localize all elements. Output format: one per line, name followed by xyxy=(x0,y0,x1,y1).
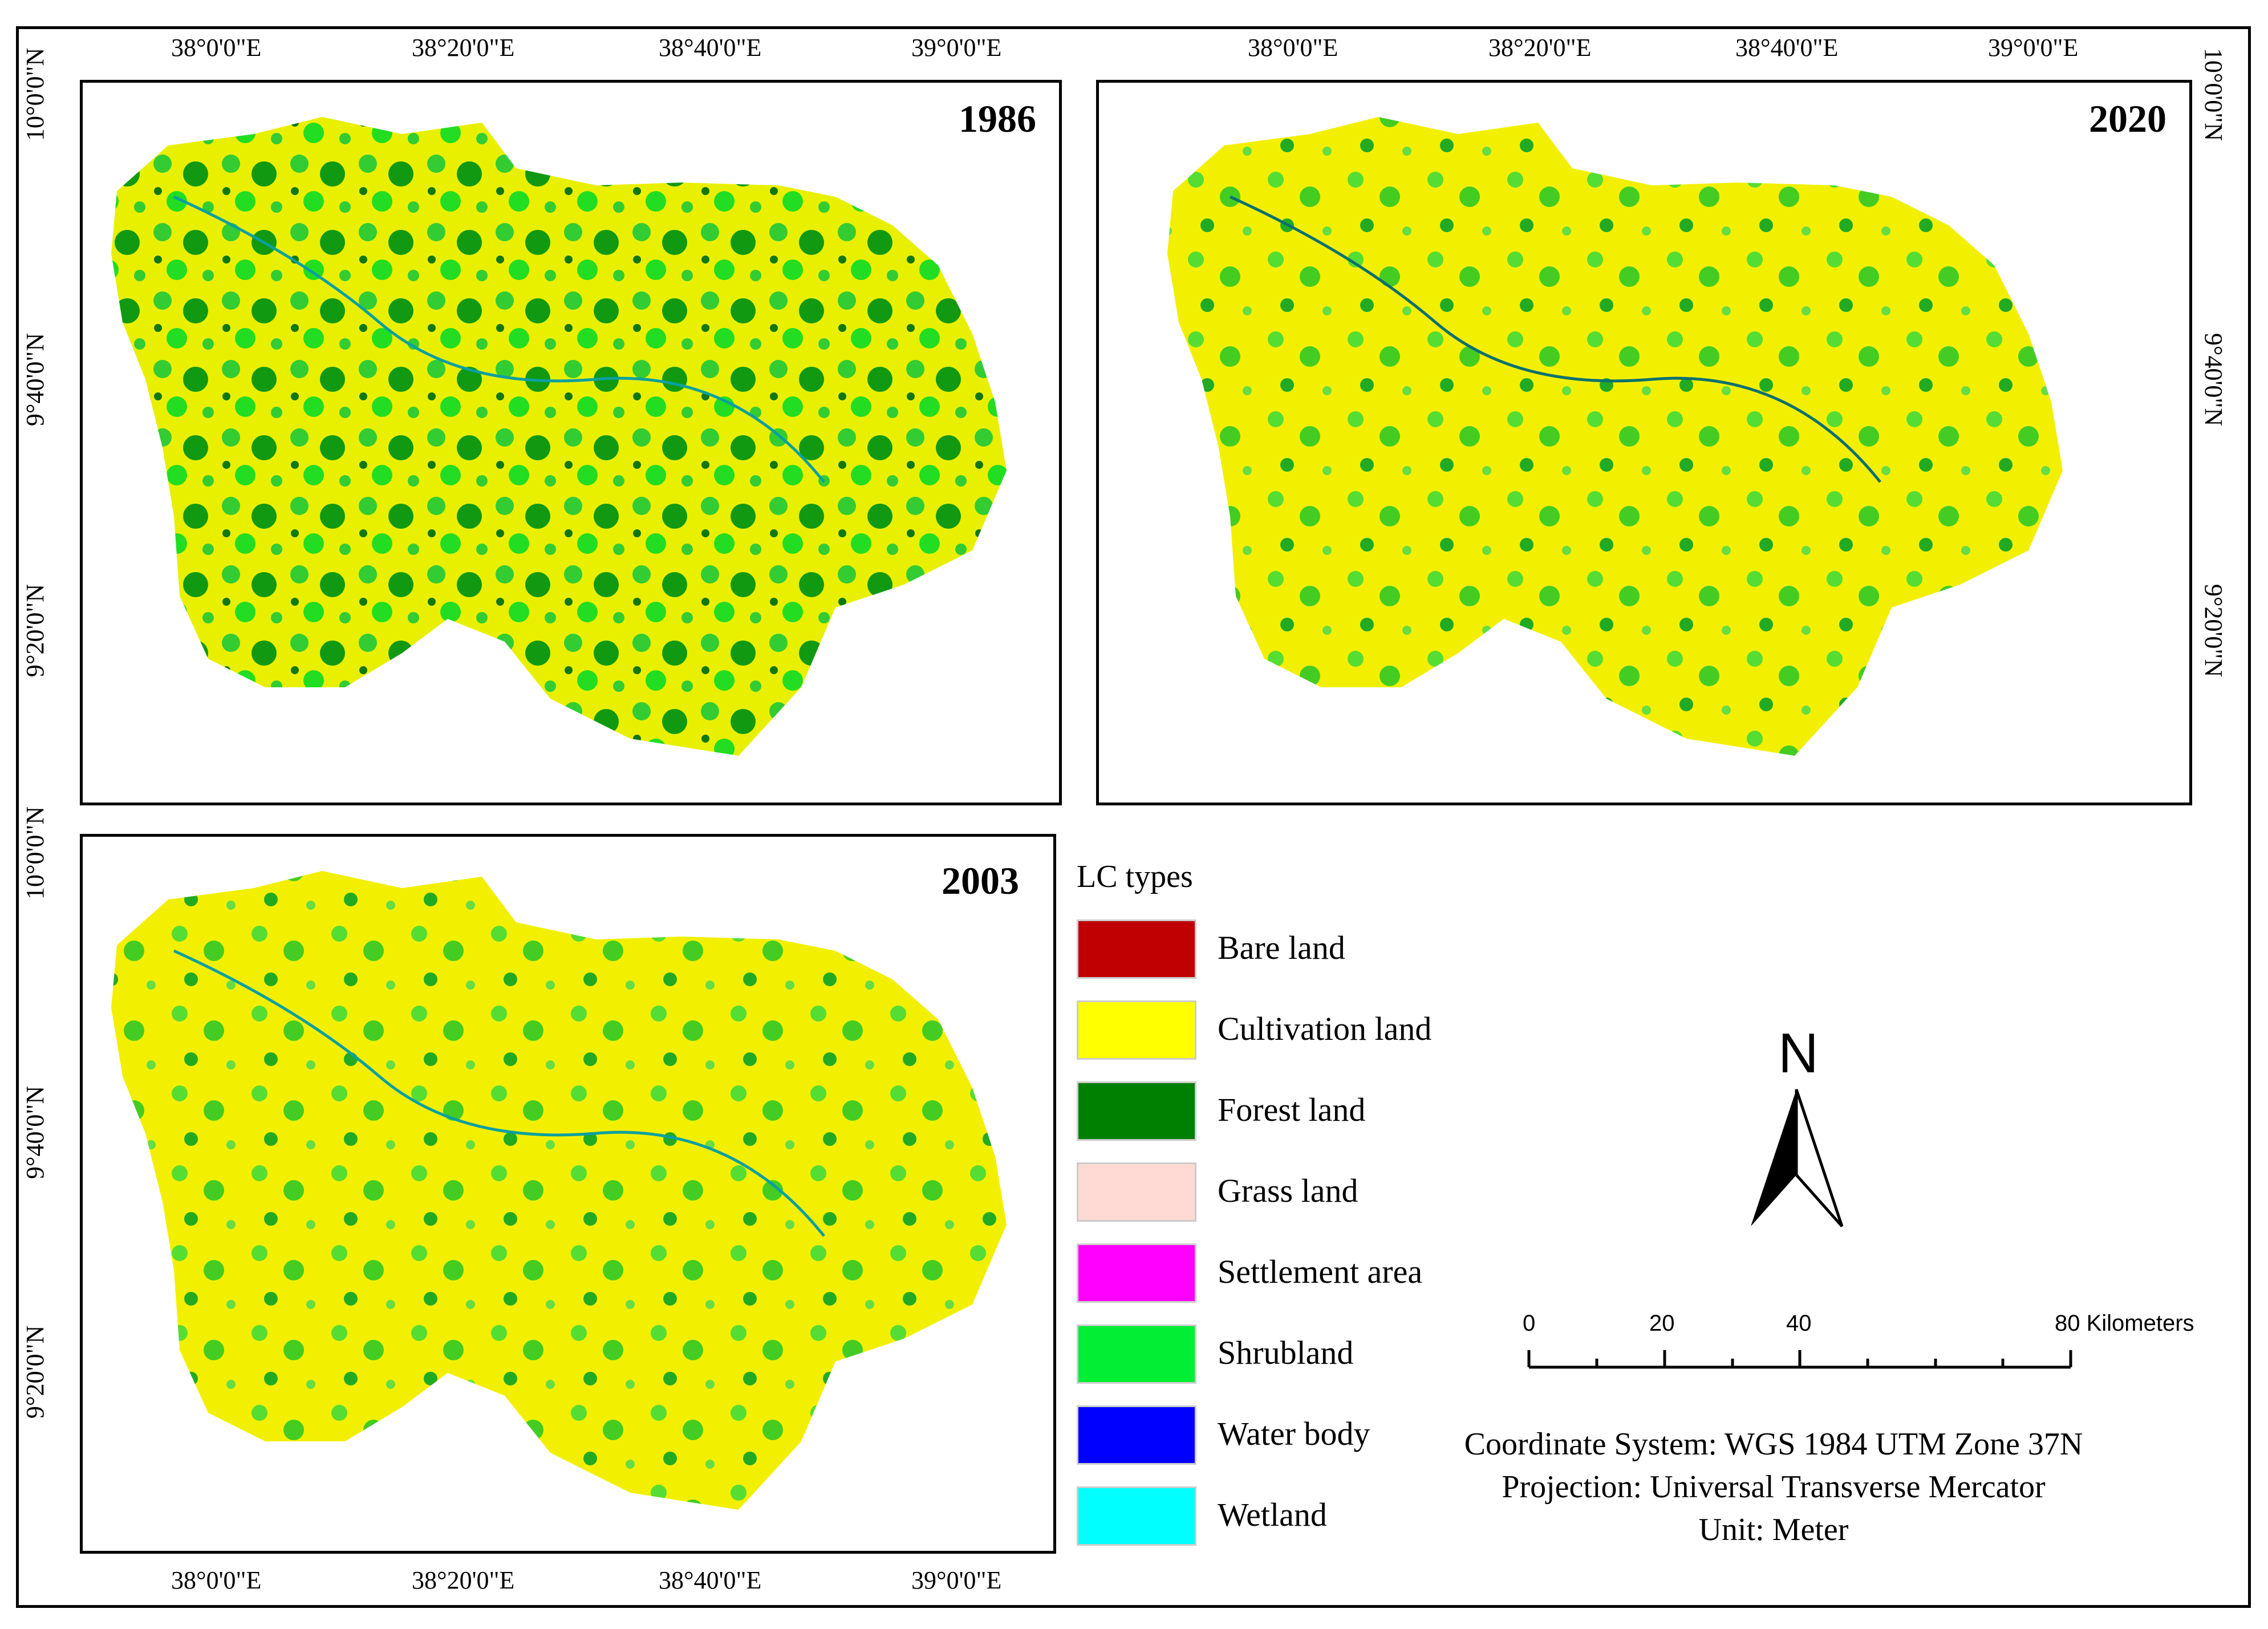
lat-label-right: 10°0'0"N xyxy=(2200,47,2228,141)
legend-item: Cultivation land xyxy=(1077,1000,1533,1060)
lat-label-left: 9°40'0"N xyxy=(21,333,50,427)
lon-label-top: 38°0'0"E xyxy=(171,34,262,62)
north-arrow-icon xyxy=(1751,1089,1844,1227)
legend-label: Bare land xyxy=(1218,929,1345,966)
legend-swatch xyxy=(1077,1081,1196,1141)
lon-label-bottom: 38°40'0"E xyxy=(659,1566,762,1594)
lon-label-top: 39°0'0"E xyxy=(911,34,1002,62)
figure-frame xyxy=(16,26,2251,1608)
scale-bar xyxy=(1527,1350,2072,1369)
lon-label-top: 38°20'0"E xyxy=(1488,34,1592,62)
lat-label-left: 9°20'0"N xyxy=(21,583,50,678)
land-cover-map-2020 xyxy=(1099,83,2189,803)
legend-swatch xyxy=(1077,1243,1196,1303)
scale-label: 40 xyxy=(1786,1311,1812,1336)
map-panel-1986: 1986 xyxy=(80,80,1062,805)
lon-label-top: 38°20'0"E xyxy=(412,34,515,62)
legend-item: Shrubland xyxy=(1077,1324,1533,1384)
legend-label: Forest land xyxy=(1218,1091,1366,1128)
legend-swatch xyxy=(1077,1324,1196,1384)
lat-label-left: 9°20'0"N xyxy=(21,1325,50,1419)
lon-label-bottom: 38°0'0"E xyxy=(171,1566,262,1594)
legend-swatch xyxy=(1077,919,1196,979)
legend-label: Shrubland xyxy=(1218,1334,1354,1371)
legend-swatch xyxy=(1077,1405,1196,1465)
map-panel-2003: 2003 xyxy=(80,834,1056,1554)
lon-label-bottom: 38°20'0"E xyxy=(412,1566,515,1594)
north-arrow-label: N xyxy=(1778,1022,1819,1084)
legend-swatch xyxy=(1077,1486,1196,1546)
legend-swatch xyxy=(1077,1162,1196,1222)
lon-label-top: 38°0'0"E xyxy=(1248,34,1338,62)
lon-label-bottom: 39°0'0"E xyxy=(911,1566,1002,1594)
coordinate-system-text: Coordinate System: WGS 1984 UTM Zone 37N xyxy=(1464,1427,2083,1462)
legend-label: Water body xyxy=(1218,1415,1370,1452)
legend-item: Wetland xyxy=(1077,1486,1533,1546)
legend-item: Forest land xyxy=(1077,1081,1533,1141)
lat-label-left: 9°40'0"N xyxy=(21,1085,50,1180)
legend-label: Wetland xyxy=(1218,1496,1327,1533)
scale-label: 20 xyxy=(1649,1311,1675,1336)
legend-item: Bare land xyxy=(1077,919,1533,979)
lat-label-left: 10°0'0"N xyxy=(21,806,50,900)
legend-item: Water body xyxy=(1077,1405,1533,1465)
land-cover-map-1986 xyxy=(83,83,1059,803)
lat-label-right: 9°40'0"N xyxy=(2200,333,2228,427)
scale-label: 0 xyxy=(1523,1311,1536,1336)
lon-label-top: 38°40'0"E xyxy=(659,34,762,62)
land-cover-map-2003 xyxy=(83,837,1053,1551)
legend-swatch xyxy=(1077,1000,1196,1060)
lat-label-right: 9°20'0"N xyxy=(2200,583,2228,678)
legend-item: Settlement area xyxy=(1077,1243,1533,1303)
map-year-label: 1986 xyxy=(959,97,1036,140)
map-year-label: 2003 xyxy=(942,859,1019,902)
unit-text: Unit: Meter xyxy=(1698,1512,1849,1547)
lon-label-top: 39°0'0"E xyxy=(1988,34,2079,62)
legend-label: Grass land xyxy=(1218,1172,1358,1209)
map-year-label: 2020 xyxy=(2089,97,2166,140)
legend-label: Cultivation land xyxy=(1218,1010,1432,1047)
lat-label-left: 10°0'0"N xyxy=(21,47,50,141)
scale-label: 80 Kilometers xyxy=(2055,1311,2194,1336)
legend-item: Grass land xyxy=(1077,1162,1533,1222)
lon-label-top: 38°40'0"E xyxy=(1735,34,1839,62)
legend-label: Settlement area xyxy=(1218,1253,1423,1290)
map-panel-2020: 2020 xyxy=(1096,80,2192,805)
projection-text: Projection: Universal Transverse Mercato… xyxy=(1502,1469,2046,1505)
legend-title: LC types xyxy=(1077,859,1193,894)
